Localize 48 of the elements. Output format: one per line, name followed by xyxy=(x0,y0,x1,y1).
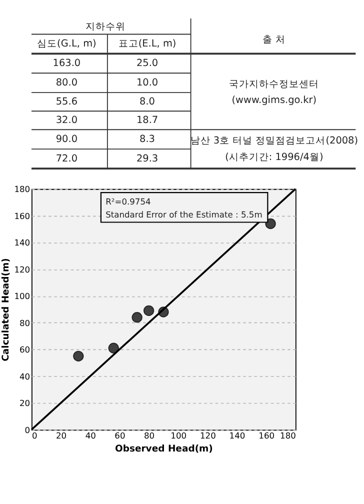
text: 18.7 xyxy=(136,115,158,126)
x-tick-label: 120 xyxy=(200,430,216,441)
x-tick-label: 180 xyxy=(280,430,296,441)
text: 8.0 xyxy=(140,96,155,108)
y-tick-label: 60 xyxy=(19,344,30,355)
x-tick-label: 100 xyxy=(170,430,187,441)
point xyxy=(73,350,84,362)
y-tick-label: 160 xyxy=(14,210,30,221)
text: 72.0 xyxy=(56,154,78,165)
y-axis-title: Calculated Head(m) xyxy=(0,258,12,362)
text: 29.3 xyxy=(136,154,158,165)
x-axis-title: Observed Head(m) xyxy=(114,443,213,454)
text: 32.0 xyxy=(56,115,78,126)
x-tick-label: 20 xyxy=(56,430,67,441)
y-tick-label: 100 xyxy=(14,291,30,302)
x-tick-label: 40 xyxy=(85,430,96,441)
point xyxy=(108,342,119,354)
x-tick-label: 60 xyxy=(114,430,126,441)
x-tick-label: 80 xyxy=(144,430,155,441)
text: 8.3 xyxy=(140,134,155,146)
point xyxy=(143,305,154,316)
y-tick-label: 180 xyxy=(14,184,30,194)
text: 55.6 xyxy=(56,96,78,108)
annotation: Standard Error of the Estimate : 5.5m xyxy=(106,210,262,220)
text: 지하수위 xyxy=(86,22,126,33)
x-tick-label: 0 xyxy=(32,430,38,441)
y-tick-label: 20 xyxy=(19,398,30,408)
text: 163.0 xyxy=(52,58,81,70)
x-tick-label: 160 xyxy=(258,430,275,441)
text: 남산 3호 터널 정밀점검보고서(2008) xyxy=(190,136,358,147)
y-tick-label: 140 xyxy=(14,238,30,248)
point xyxy=(265,218,276,230)
y-tick-label: 80 xyxy=(19,318,30,328)
point xyxy=(132,312,142,323)
text: 출 처 xyxy=(262,34,286,46)
text: 25.0 xyxy=(136,58,158,70)
text: 10.0 xyxy=(136,78,158,89)
text: 표고(E.L, m) xyxy=(118,38,176,50)
annotation: R²=0.9754 xyxy=(106,196,151,207)
text: 심도(G.L, m) xyxy=(37,38,96,50)
y-tick-label: 40 xyxy=(19,371,30,382)
text: (www.gims.go.kr) xyxy=(232,94,317,106)
x-tick-label: 140 xyxy=(229,430,246,441)
text: (시추기간: 1996/4월) xyxy=(225,152,324,164)
y-tick-label: 120 xyxy=(14,264,30,274)
text: 90.0 xyxy=(56,134,78,146)
text: 국가지하수정보센터 xyxy=(229,79,320,90)
text: 80.0 xyxy=(56,78,78,89)
